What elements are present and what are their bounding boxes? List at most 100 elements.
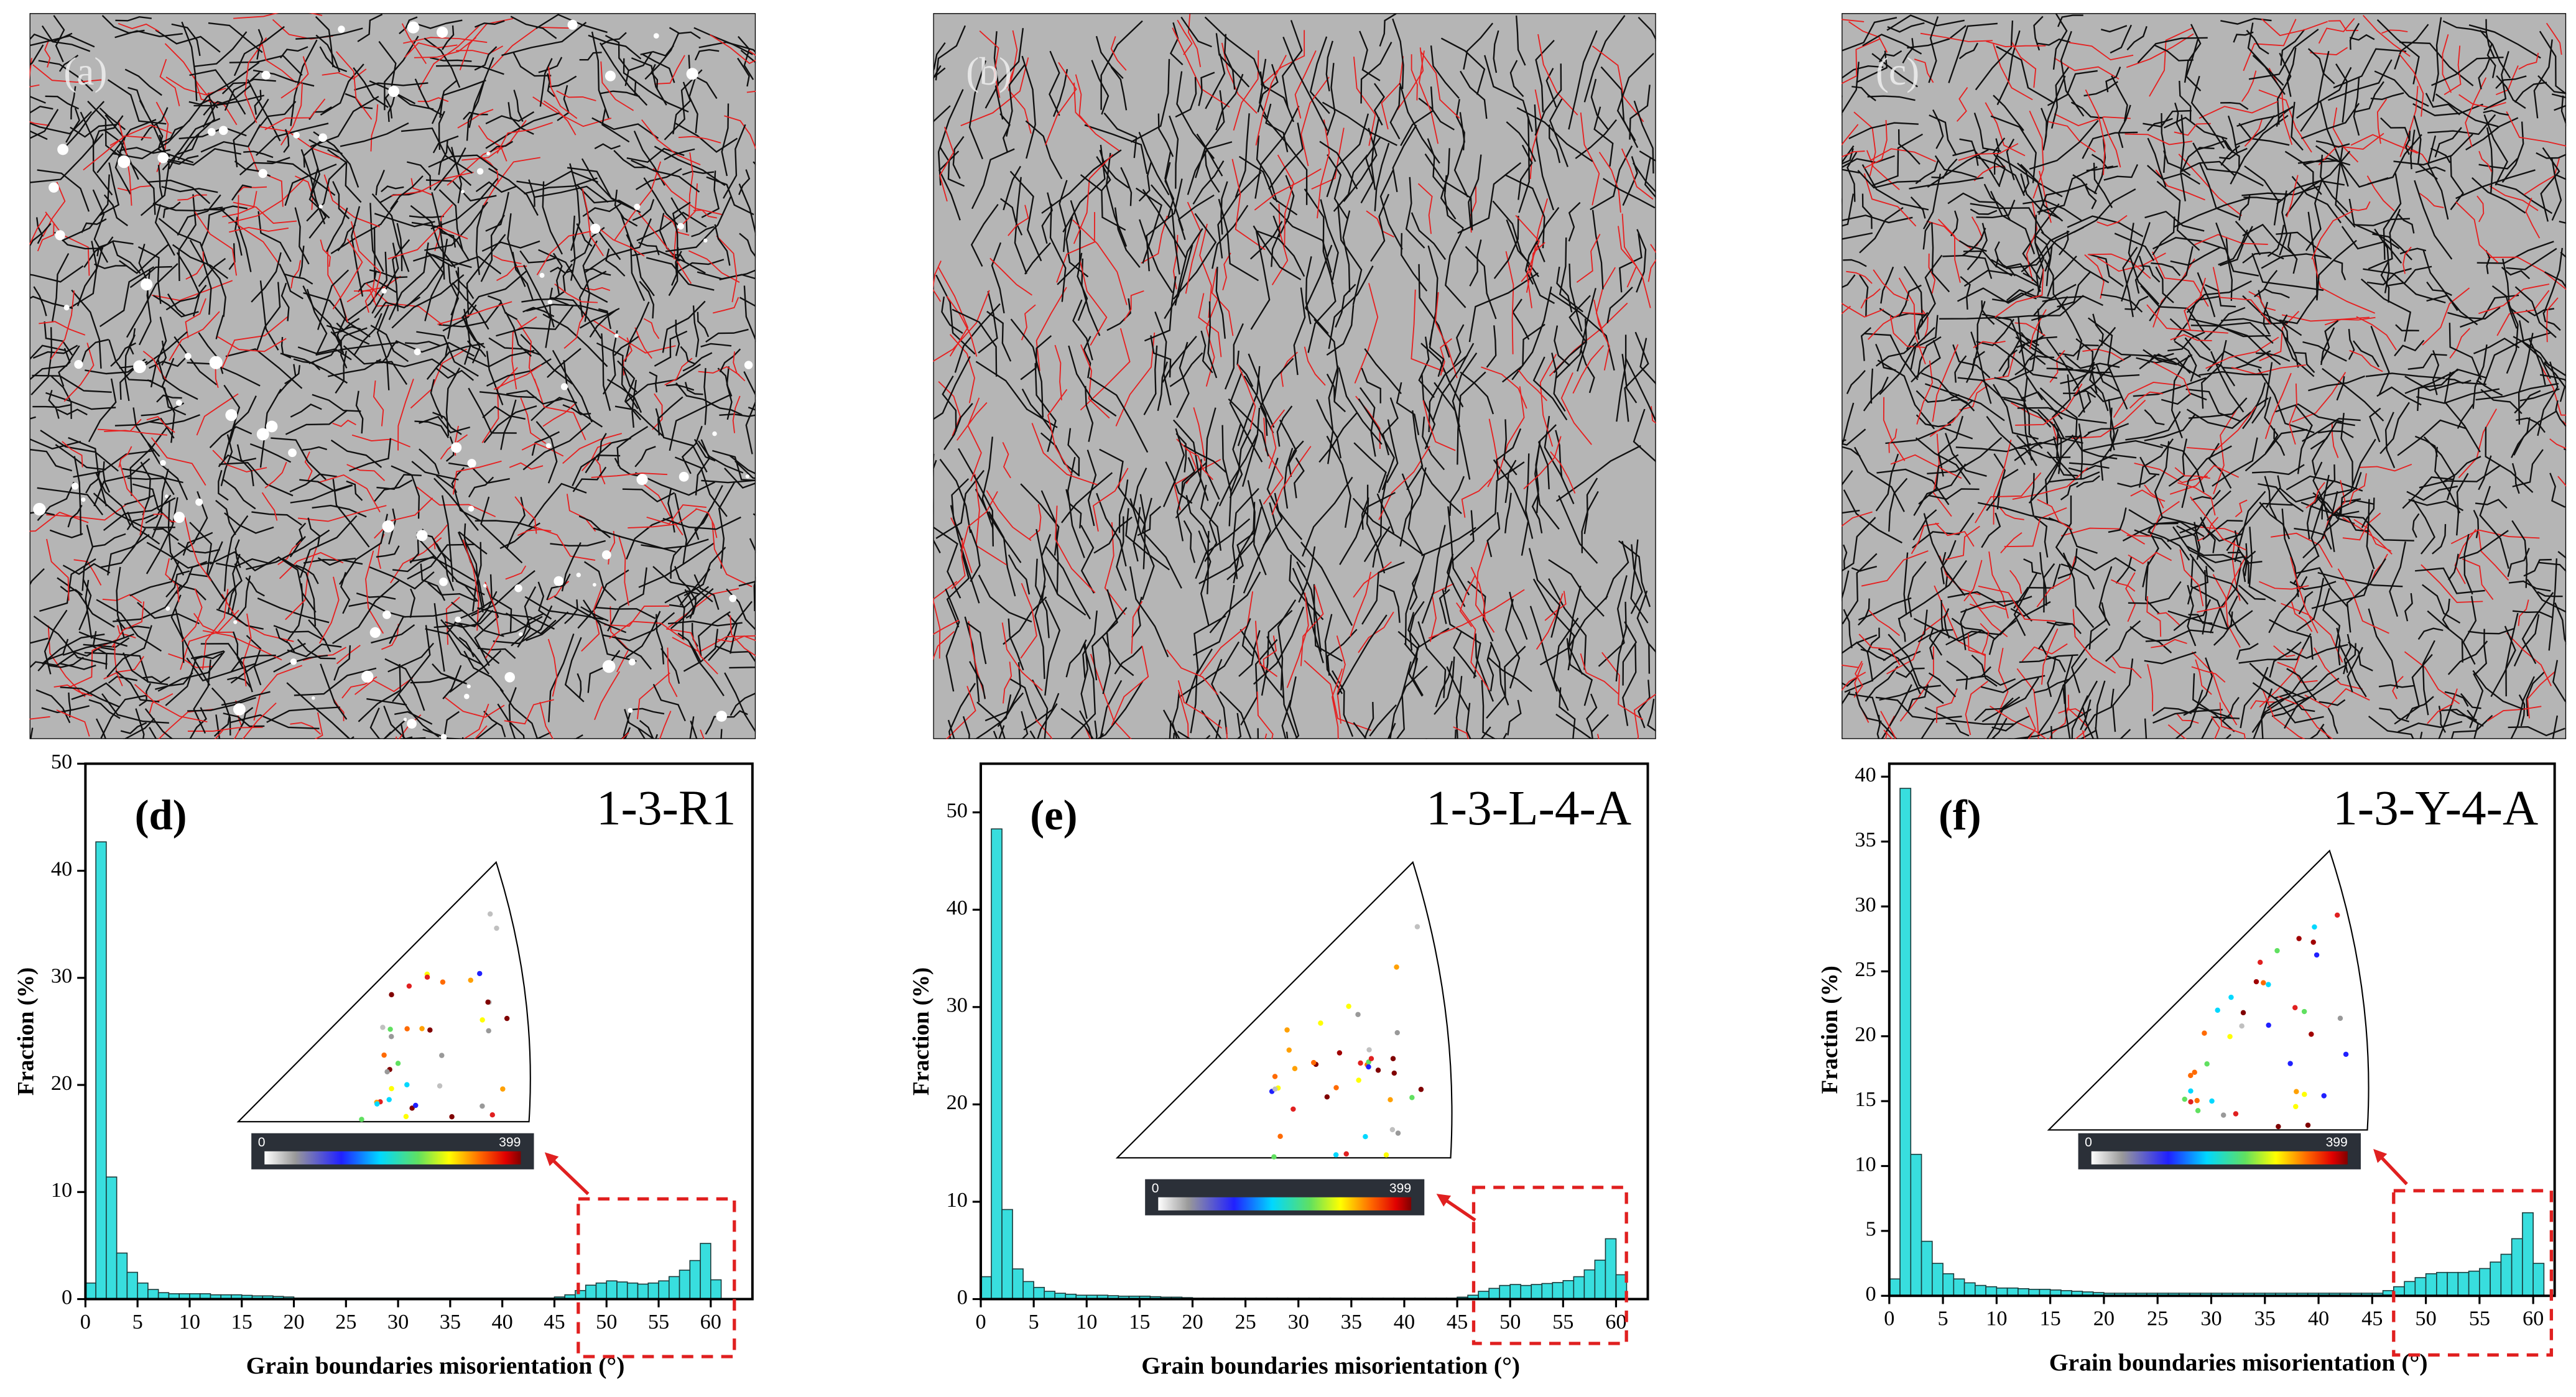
grain-boundary [1139,494,1146,569]
grain-boundary [680,346,697,365]
grain-boundary [2265,475,2281,508]
grain-boundary [1518,116,1530,213]
grain-boundary [2368,608,2399,689]
grain-boundary [202,95,265,128]
twin-boundary [462,539,480,631]
grain-boundary [227,676,252,688]
grain-boundary [1867,627,1880,652]
grain-boundary [2326,499,2374,522]
twin-boundary [2478,532,2509,581]
twin-boundary [1868,312,1924,340]
grain-boundary [1177,641,1240,699]
grain-boundary [2286,475,2363,492]
grain-boundary [1962,228,1986,257]
twin-boundary [370,104,379,152]
grain-boundary [127,477,183,484]
grain-boundary [1954,355,1967,383]
grain-boundary [1903,265,1924,350]
twin-boundary [1294,50,1317,119]
grain-boundary [946,549,970,628]
twin-boundary [960,57,1029,126]
unindexed-spot [466,684,471,689]
twin-boundary [2249,700,2276,709]
grain-boundary [1951,399,1975,412]
twin-boundary [1256,691,1274,739]
twin-boundary [496,265,527,282]
twin-boundary [1842,664,1860,668]
grain-boundary [2277,52,2292,125]
twin-boundary [29,716,50,720]
twin-boundary [1092,468,1129,532]
grain-boundary [1068,345,1117,417]
twin-boundary [187,726,263,732]
grain-boundary [251,511,302,526]
y-tick-label: 35 [1855,828,1876,851]
grain-boundary [2322,474,2335,553]
grain-boundary [1175,433,1187,473]
grain-boundary [65,108,80,143]
unindexed-spot [567,19,578,30]
grain-boundary [2333,259,2347,280]
grain-boundary [1307,271,1337,353]
grain-boundary [1907,561,1927,617]
grain-boundary [2144,561,2160,614]
grain-boundary [307,517,321,548]
grain-boundary [1879,685,1941,701]
grain-boundary [2317,572,2403,588]
grain-boundary [2295,405,2313,474]
orientation-dot [424,974,430,980]
twin-boundary [956,402,988,441]
grain-boundary [1484,55,1533,132]
grain-boundary [346,480,363,501]
grain-boundary [66,101,105,146]
grain-boundary [1215,73,1244,131]
grain-boundary [622,488,675,503]
twin-boundary [1035,287,1067,371]
grain-boundary [738,580,756,587]
grain-boundary [2033,284,2077,316]
grain-boundary [2144,409,2165,426]
grain-boundary [2512,610,2552,619]
twin-boundary [1537,34,1578,116]
twin-boundary [233,201,297,224]
twin-boundary [1848,21,1888,53]
grain-boundary [1917,311,1929,340]
grain-boundary [353,67,389,108]
grain-boundary [424,251,445,321]
unindexed-spot [677,223,684,230]
grain-boundary [2087,423,2129,434]
grain-boundary [2302,491,2338,559]
twin-boundary [2129,391,2163,409]
twin-boundary [2130,489,2166,502]
grain-boundary [528,482,587,527]
grain-boundary [1465,703,1471,739]
twin-boundary [2111,579,2136,592]
twin-boundary [1332,668,1343,739]
grain-boundary [391,274,465,329]
twin-boundary [1980,623,1990,655]
twin-boundary [1890,454,1962,479]
grain-boundary [2134,256,2145,294]
twin-boundary [118,22,160,32]
grain-boundary [646,257,715,291]
grain-boundary [2341,226,2402,264]
twin-boundary [2074,731,2086,739]
grain-boundary [2245,428,2308,472]
x-tick-label: 25 [1235,1310,1256,1334]
grain-boundary [39,558,96,612]
grain-boundary [246,635,262,686]
grain-boundary [2333,514,2414,542]
grain-boundary [155,672,193,690]
twin-boundary [2186,406,2257,451]
grain-boundary [30,327,53,395]
grain-boundary [35,217,44,244]
grain-boundary [157,165,164,198]
grain-boundary [1922,222,1931,250]
grain-boundary [2018,317,2044,400]
grain-boundary [975,361,1058,428]
twin-boundary [50,290,75,360]
grain-boundary [2374,70,2429,107]
grain-boundary [49,529,83,538]
grain-boundary [1948,22,1998,83]
twin-boundary [1166,649,1218,696]
